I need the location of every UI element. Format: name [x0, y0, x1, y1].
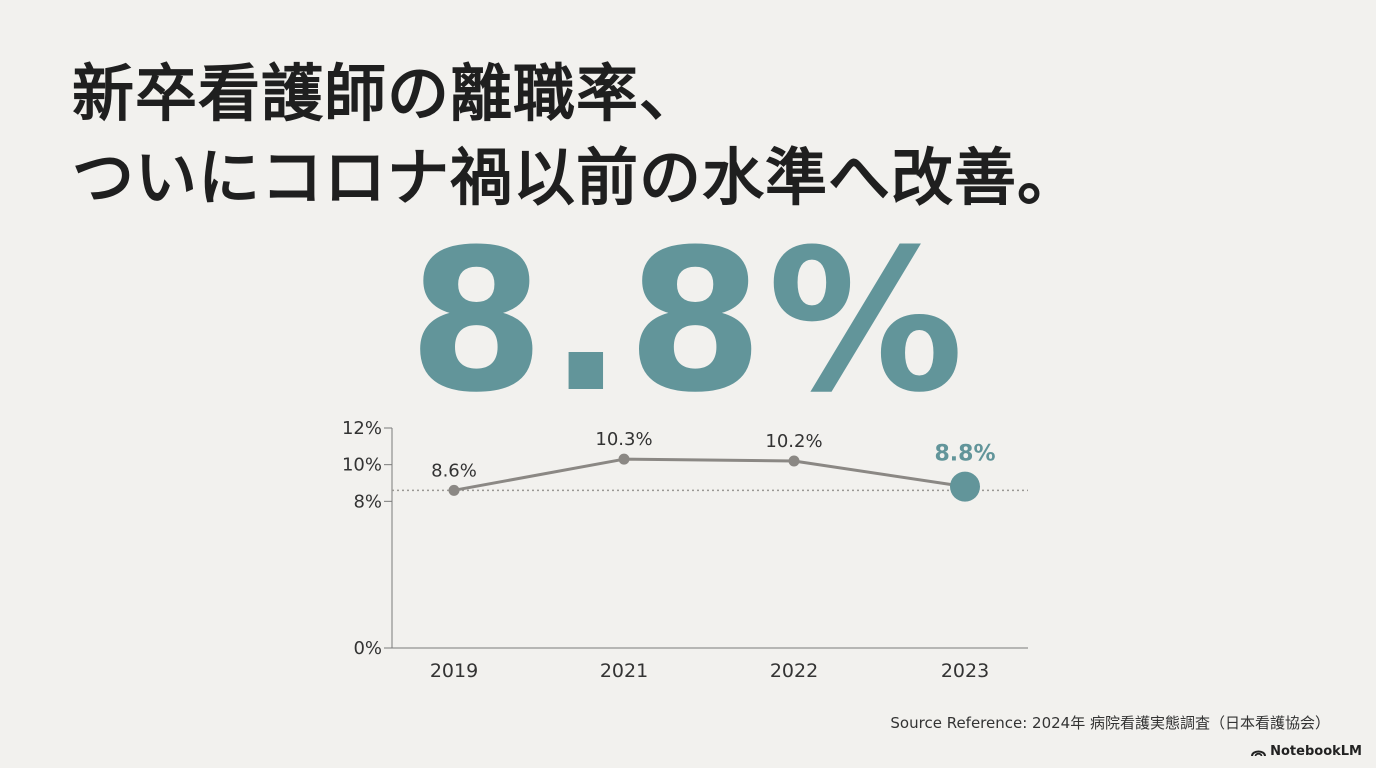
highlight-data-label: 8.8% [934, 442, 995, 467]
data-point [618, 453, 630, 465]
data-point [448, 484, 460, 496]
data-label: 10.3% [595, 429, 652, 450]
line-chart: 0% 8% 10% 12% 8.6% 10.3% 10.2% 8.8% 2019 2021 2022… [342, 418, 1028, 682]
x-tick-label: 2022 [770, 660, 818, 682]
x-tick-label: 2023 [941, 660, 989, 682]
data-label: 10.2% [765, 431, 822, 452]
big-stat-value: 8.8% [408, 208, 968, 436]
x-tick-label: 2019 [430, 660, 478, 682]
brand-name: NotebookLM [1270, 744, 1362, 759]
headline: 新卒看護師の離職率、 ついにコロナ禍以前の水準へ改善。 [72, 52, 1080, 220]
notebooklm-logo-icon [1251, 750, 1267, 757]
series-line [453, 457, 966, 492]
x-tick-label: 2021 [600, 660, 648, 682]
brand: NotebookLM [1251, 744, 1362, 759]
y-tick-label: 8% [353, 491, 382, 512]
headline-line-2: ついにコロナ禍以前の水準へ改善。 [72, 141, 1081, 214]
y-tick-label: 10% [342, 455, 382, 476]
headline-line-1: 新卒看護師の離職率、 [72, 57, 703, 130]
source-reference: Source Reference: 2024年 病院看護実態調査（日本看護協会） [890, 714, 1330, 732]
data-label: 8.6% [431, 460, 477, 481]
data-point [788, 455, 800, 467]
y-tick-label: 12% [342, 418, 382, 439]
y-tick-label: 0% [353, 638, 382, 659]
highlight-point [950, 471, 980, 502]
